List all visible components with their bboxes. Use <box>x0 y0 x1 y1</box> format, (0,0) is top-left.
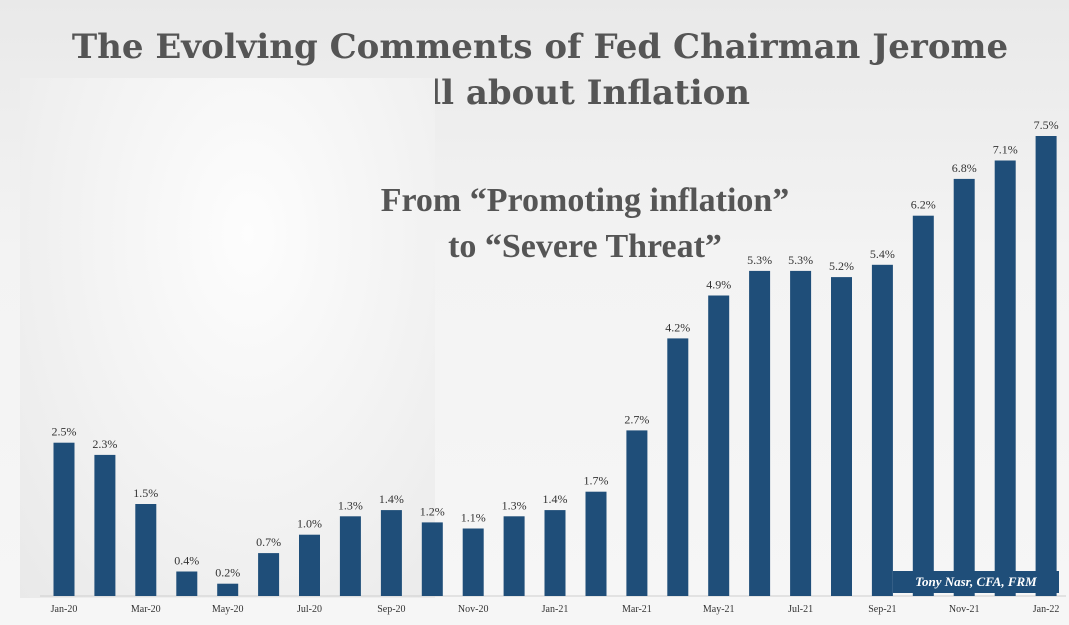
data-label-Aug-20: 1.3% <box>338 498 363 512</box>
data-label-Jan-21: 1.4% <box>543 492 568 506</box>
data-label-Mar-21: 2.7% <box>624 412 649 426</box>
photo-backdrop <box>20 78 435 598</box>
x-tick-label-Nov-21: Nov-21 <box>949 604 980 615</box>
x-tick-label-Jan-22: Jan-22 <box>1033 604 1060 615</box>
bar-Jul-20 <box>299 534 320 596</box>
x-tick-label-May-20: May-20 <box>212 604 244 615</box>
bar-Jun-21 <box>749 270 771 596</box>
bar-Apr-21 <box>667 338 689 596</box>
bar-Mar-20 <box>135 504 157 596</box>
data-label-May-21: 4.9% <box>706 278 731 292</box>
data-label-Apr-21: 4.2% <box>665 320 690 334</box>
author-credit: Tony Nasr, CFA, FRM <box>893 571 1059 593</box>
data-label-Jul-21: 5.3% <box>788 253 813 267</box>
x-tick-label-Sep-20: Sep-20 <box>377 604 405 615</box>
data-label-Feb-21: 1.7% <box>584 474 609 488</box>
bar-Feb-21 <box>585 491 607 596</box>
bar-Jan-22 <box>1035 136 1057 596</box>
bar-Jan-20 <box>53 442 75 596</box>
x-tick-label-Mar-21: Mar-21 <box>622 604 652 615</box>
data-label-Mar-20: 1.5% <box>133 486 158 500</box>
data-label-May-20: 0.2% <box>215 566 240 580</box>
bar-Jun-20 <box>258 553 280 596</box>
x-tick-label-Jan-20: Jan-20 <box>51 604 78 615</box>
bar-May-20 <box>217 583 239 596</box>
data-label-Feb-20: 2.3% <box>92 437 117 451</box>
bar-Dec-20 <box>503 516 525 596</box>
bar-Apr-20 <box>176 571 198 596</box>
data-label-Oct-20: 1.2% <box>420 504 445 518</box>
data-label-Jan-20: 2.5% <box>52 425 77 439</box>
bar-Nov-21 <box>953 178 975 596</box>
data-label-Jun-21: 5.3% <box>747 253 772 267</box>
bar-Aug-20 <box>339 516 361 596</box>
portrait-photo <box>20 78 435 598</box>
bar-Mar-21 <box>626 430 648 596</box>
x-tick-label-Mar-20: Mar-20 <box>131 604 161 615</box>
data-label-Aug-21: 5.2% <box>829 259 854 273</box>
bar-May-21 <box>708 295 730 596</box>
x-tick-label-Jan-21: Jan-21 <box>542 604 569 615</box>
data-label-Jul-20: 1.0% <box>297 517 322 531</box>
data-label-Nov-21: 6.8% <box>952 161 977 175</box>
x-tick-label-Nov-20: Nov-20 <box>458 604 489 615</box>
chart-subtitle: From “Promoting inflation” to “Severe Th… <box>380 182 790 265</box>
data-label-Sep-21: 5.4% <box>870 247 895 261</box>
data-label-Oct-21: 6.2% <box>911 198 936 212</box>
bar-Dec-21 <box>994 160 1016 596</box>
x-tick-label-May-21: May-21 <box>703 604 735 615</box>
bar-Oct-20 <box>421 522 443 596</box>
x-tick-label-Jul-20: Jul-20 <box>297 604 322 615</box>
bar-Nov-20 <box>462 528 484 596</box>
data-label-Nov-20: 1.1% <box>461 511 486 525</box>
bar-Sep-20 <box>380 510 402 596</box>
data-label-Jun-20: 0.7% <box>256 535 281 549</box>
bar-Aug-21 <box>831 277 852 596</box>
bar-Jan-21 <box>544 510 566 596</box>
data-label-Jan-22: 7.5% <box>1034 118 1059 132</box>
bar-Feb-20 <box>94 454 116 596</box>
bar-Sep-21 <box>871 264 893 596</box>
x-tick-label-Jul-21: Jul-21 <box>788 604 813 615</box>
x-tick-label-Sep-21: Sep-21 <box>868 604 896 615</box>
bar-Oct-21 <box>912 215 934 596</box>
data-label-Apr-20: 0.4% <box>174 554 199 568</box>
data-label-Dec-20: 1.3% <box>502 498 527 512</box>
data-label-Dec-21: 7.1% <box>993 143 1018 157</box>
bar-Jul-21 <box>790 270 812 596</box>
data-label-Sep-20: 1.4% <box>379 492 404 506</box>
